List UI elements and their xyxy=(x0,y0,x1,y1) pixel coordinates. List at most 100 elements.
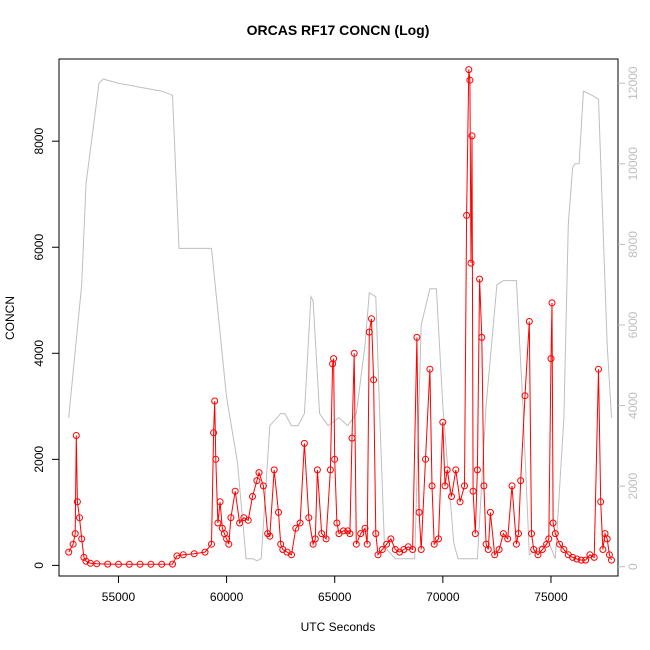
concn-point xyxy=(72,432,80,439)
concn-point xyxy=(378,546,386,553)
concn-point xyxy=(173,552,181,560)
concn-point xyxy=(76,514,83,522)
concn-point xyxy=(530,546,538,553)
concn-point xyxy=(259,482,267,490)
x-axis-label: UTC Seconds xyxy=(301,620,376,634)
concn-point xyxy=(244,516,252,524)
concn-point xyxy=(330,355,338,363)
concn-series xyxy=(65,66,615,568)
concn-point xyxy=(322,535,330,543)
concn-point xyxy=(333,519,341,527)
concn-point xyxy=(517,477,525,485)
concn-point xyxy=(515,530,522,538)
concn-point xyxy=(603,535,611,543)
concn-point xyxy=(300,439,308,447)
concn-point xyxy=(65,548,73,556)
concn-point xyxy=(525,318,533,325)
altitude-line xyxy=(68,78,612,562)
concn-point xyxy=(352,540,360,548)
y-tick-label: 6000 xyxy=(32,234,46,261)
concn-point xyxy=(491,551,499,559)
concn-point xyxy=(467,259,475,267)
concn-point xyxy=(387,535,395,543)
concn-point xyxy=(249,493,256,500)
concn-point xyxy=(466,76,474,84)
concn-point xyxy=(538,546,546,553)
concn-point xyxy=(435,535,442,543)
concn-point xyxy=(486,508,494,516)
concn-point xyxy=(253,477,261,485)
concn-point xyxy=(255,469,263,477)
concn-point xyxy=(443,466,451,474)
concn-point xyxy=(370,376,378,384)
y-axis-right: 0 2000 4000 6000 8000 10000 12000 xyxy=(618,66,640,570)
concn-point xyxy=(595,365,602,373)
concn-point xyxy=(147,560,155,568)
y-tick-label: 0 xyxy=(32,562,46,569)
concn-point xyxy=(573,555,581,563)
concn-point xyxy=(439,418,447,426)
concn-point xyxy=(136,560,144,568)
concn-point xyxy=(415,508,423,516)
concn-point xyxy=(560,546,568,553)
concn-point xyxy=(430,540,438,548)
y2-tick-label: 12000 xyxy=(626,66,640,100)
concn-point xyxy=(288,551,295,559)
concn-point xyxy=(545,535,553,543)
concn-point xyxy=(350,349,358,357)
plot-frame xyxy=(58,58,619,577)
concn-point xyxy=(368,315,375,323)
concn-point xyxy=(82,557,90,565)
y2-tick-label: 0 xyxy=(626,563,640,570)
concn-point xyxy=(413,333,421,341)
concn-point xyxy=(468,132,476,140)
concn-point xyxy=(363,540,371,548)
concn-point xyxy=(590,553,598,561)
concn-point xyxy=(461,482,468,490)
concn-point xyxy=(305,514,313,522)
concn-point xyxy=(473,466,481,474)
concn-point xyxy=(465,66,473,74)
concn-line xyxy=(68,69,612,565)
y2-tick-label: 6000 xyxy=(626,311,640,338)
concn-point xyxy=(508,482,516,490)
y2-tick-label: 8000 xyxy=(626,231,640,258)
concn-point xyxy=(374,551,382,559)
concn-point xyxy=(80,553,88,561)
concn-point xyxy=(512,540,520,548)
concn-point xyxy=(422,455,429,463)
concn-point xyxy=(231,487,239,495)
y-axis-left: 0 2000 4000 6000 8000 xyxy=(32,128,59,569)
concn-point xyxy=(534,551,542,559)
concn-point xyxy=(426,365,434,373)
concn-point xyxy=(211,397,219,405)
concn-point xyxy=(292,524,300,532)
concn-point xyxy=(476,275,484,283)
concn-point xyxy=(69,540,77,548)
concn-point xyxy=(463,211,471,219)
concn-point xyxy=(216,498,224,506)
x-axis: 55000 60000 65000 70000 75000 xyxy=(102,576,568,604)
concn-point xyxy=(361,524,369,532)
concn-point xyxy=(318,530,326,538)
concn-point xyxy=(158,560,166,568)
concn-point xyxy=(331,455,339,463)
x-tick-label: 70000 xyxy=(426,590,460,604)
concn-point xyxy=(484,546,492,553)
concn-point xyxy=(556,540,564,548)
concn-point xyxy=(266,532,274,540)
concn-point xyxy=(346,530,354,538)
concn-point xyxy=(417,546,425,553)
concn-point xyxy=(78,535,86,543)
concn-point xyxy=(448,493,455,500)
altitude-series xyxy=(68,78,612,562)
concn-point xyxy=(71,530,79,538)
concn-point xyxy=(608,556,615,564)
concn-point xyxy=(548,299,556,307)
concn-point xyxy=(521,392,529,400)
x-tick-label: 55000 xyxy=(102,590,136,604)
concn-point xyxy=(225,540,233,548)
y-tick-label: 4000 xyxy=(32,340,46,367)
concn-point xyxy=(115,560,122,568)
